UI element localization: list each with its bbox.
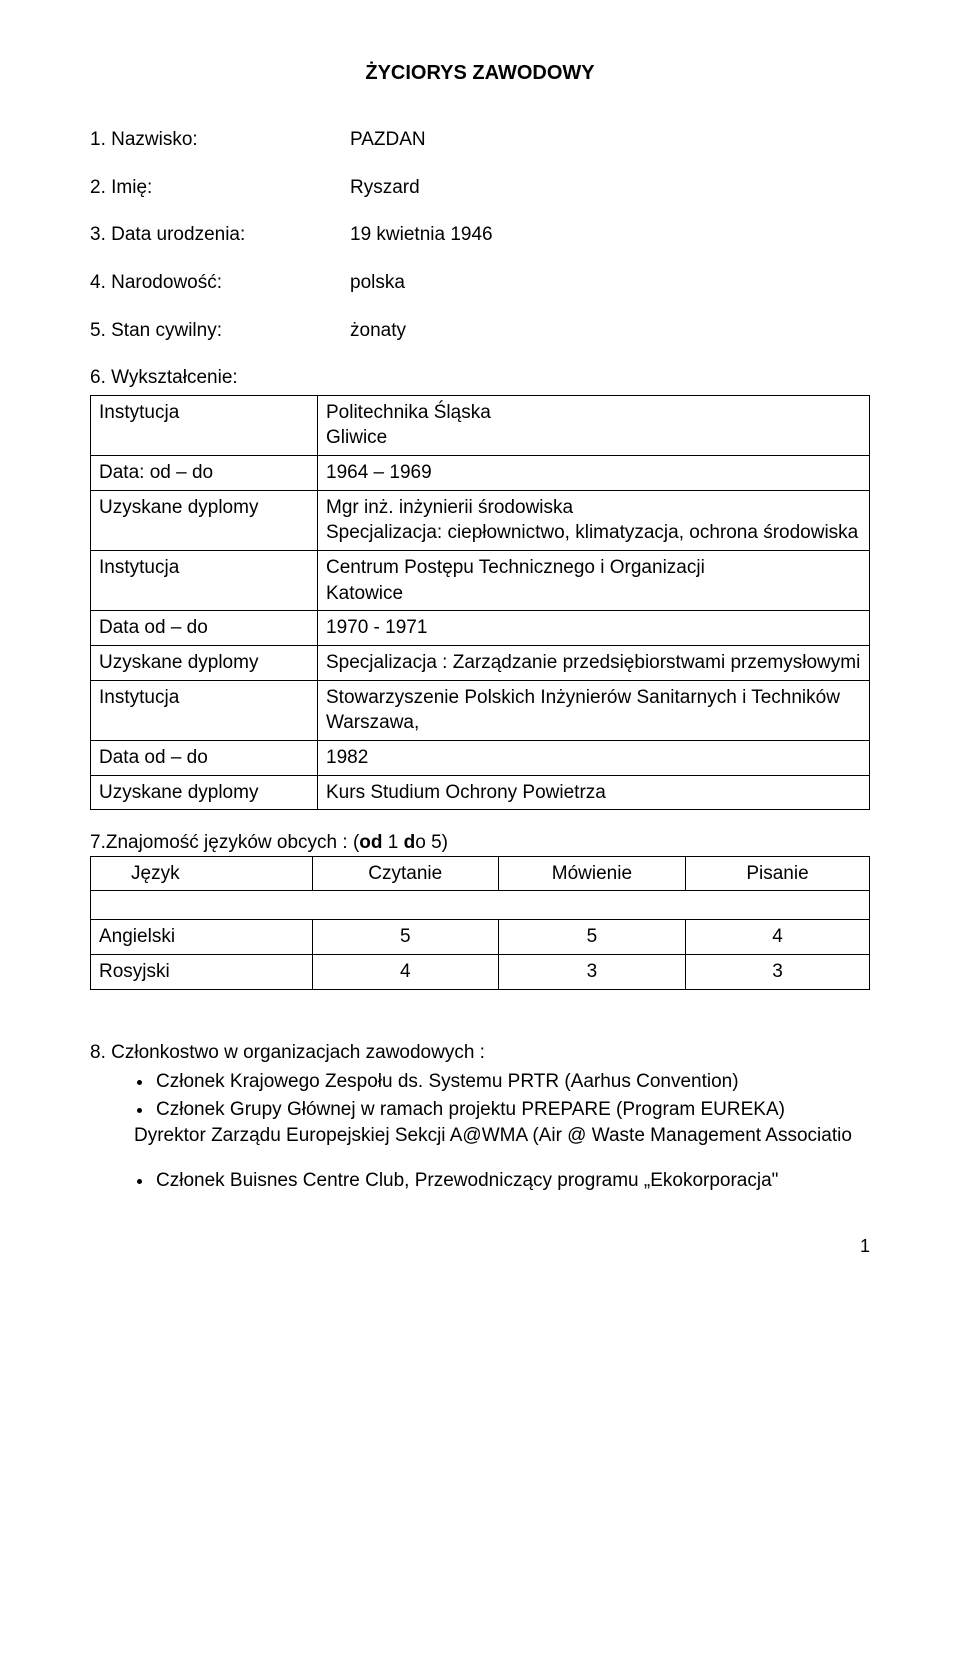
edu-label-diplomas: Uzyskane dyplomy	[91, 775, 318, 810]
lang-write-1: 3	[686, 955, 870, 990]
value-marital: żonaty	[350, 318, 870, 344]
lang-name-1: Rosyjski	[91, 955, 313, 990]
edu-label-diplomas: Uzyskane dyplomy	[91, 490, 318, 550]
table-row: Instytucja Politechnika Śląska Gliwice	[91, 395, 870, 455]
edu-label-institution: Instytucja	[91, 551, 318, 611]
field-marital: 5. Stan cywilny: żonaty	[90, 318, 870, 344]
lang-header-read: Czytanie	[312, 856, 498, 891]
org-plain-text: Dyrektor Zarządu Europejskiej Sekcji A@W…	[134, 1123, 870, 1149]
table-row	[91, 891, 870, 920]
lang-speak-1: 3	[498, 955, 685, 990]
table-row: Data: od – do 1964 – 1969	[91, 456, 870, 491]
table-row: Instytucja Centrum Postępu Technicznego …	[91, 551, 870, 611]
org-heading: 8. Członkostwo w organizacjach zawodowyc…	[90, 1040, 870, 1066]
lang-header-write: Pisanie	[686, 856, 870, 891]
field-surname: 1. Nazwisko: PAZDAN	[90, 127, 870, 153]
field-dob: 3. Data urodzenia: 19 kwietnia 1946	[90, 222, 870, 248]
edu-diplomas-0: Mgr inż. inżynierii środowiska Specjaliz…	[318, 490, 870, 550]
edu-label-institution: Instytucja	[91, 680, 318, 740]
label-surname: 1. Nazwisko:	[90, 127, 350, 153]
table-row: Rosyjski 4 3 3	[91, 955, 870, 990]
label-firstname: 2. Imię:	[90, 175, 350, 201]
org-list-2: Członek Buisnes Centre Club, Przewodnicz…	[90, 1168, 870, 1194]
edu-label-dates: Data: od – do	[91, 456, 318, 491]
lang-speak-0: 5	[498, 920, 685, 955]
org-item-1-text: Członek Grupy Głównej w ramach projektu …	[156, 1099, 785, 1120]
lang-header-speak: Mówienie	[498, 856, 685, 891]
edu-diplomas-2: Kurs Studium Ochrony Powietrza	[318, 775, 870, 810]
label-marital: 5. Stan cywilny:	[90, 318, 350, 344]
value-firstname: Ryszard	[350, 175, 870, 201]
edu-diplomas-1: Specjalizacja : Zarządzanie przedsiębior…	[318, 645, 870, 680]
edu-label-diplomas: Uzyskane dyplomy	[91, 645, 318, 680]
label-education: 6. Wykształcenie:	[90, 365, 870, 391]
field-firstname: 2. Imię: Ryszard	[90, 175, 870, 201]
edu-institution-2: Stowarzyszenie Polskich Inżynierów Sanit…	[318, 680, 870, 740]
lang-heading-b2: d	[404, 832, 416, 853]
list-item: Członek Grupy Głównej w ramach projektu …	[154, 1097, 870, 1148]
table-row: Język Czytanie Mówienie Pisanie	[91, 856, 870, 891]
edu-label-dates: Data od – do	[91, 611, 318, 646]
doc-title: ŻYCIORYS ZAWODOWY	[90, 60, 870, 87]
value-surname: PAZDAN	[350, 127, 870, 153]
list-item: Członek Buisnes Centre Club, Przewodnicz…	[154, 1168, 870, 1194]
page-number: 1	[90, 1234, 870, 1258]
lang-read-0: 5	[312, 920, 498, 955]
edu-dates-0: 1964 – 1969	[318, 456, 870, 491]
table-row: Angielski 5 5 4	[91, 920, 870, 955]
education-table: Instytucja Politechnika Śląska Gliwice D…	[90, 395, 870, 810]
table-row: Instytucja Stowarzyszenie Polskich Inżyn…	[91, 680, 870, 740]
table-row: Data od – do 1970 - 1971	[91, 611, 870, 646]
org-section: 8. Członkostwo w organizacjach zawodowyc…	[90, 1040, 870, 1194]
value-nationality: polska	[350, 270, 870, 296]
table-row: Uzyskane dyplomy Kurs Studium Ochrony Po…	[91, 775, 870, 810]
edu-dates-2: 1982	[318, 740, 870, 775]
edu-institution-1: Centrum Postępu Technicznego i Organizac…	[318, 551, 870, 611]
lang-heading: 7.Znajomość języków obcych : (od 1 do 5)	[90, 830, 870, 856]
lang-heading-suffix: o 5)	[415, 832, 448, 853]
list-item: Członek Krajowego Zespołu ds. Systemu PR…	[154, 1069, 870, 1095]
table-row: Data od – do 1982	[91, 740, 870, 775]
label-nationality: 4. Narodowość:	[90, 270, 350, 296]
field-nationality: 4. Narodowość: polska	[90, 270, 870, 296]
edu-label-institution: Instytucja	[91, 395, 318, 455]
edu-dates-1: 1970 - 1971	[318, 611, 870, 646]
lang-heading-b1: od	[359, 832, 382, 853]
org-list-1: Członek Krajowego Zespołu ds. Systemu PR…	[90, 1069, 870, 1148]
lang-header-lang: Język	[91, 856, 313, 891]
edu-institution-0: Politechnika Śląska Gliwice	[318, 395, 870, 455]
lang-heading-prefix: 7.Znajomość języków obcych : (	[90, 832, 359, 853]
table-row: Uzyskane dyplomy Specjalizacja : Zarządz…	[91, 645, 870, 680]
lang-heading-mid: 1	[382, 832, 403, 853]
value-dob: 19 kwietnia 1946	[350, 222, 870, 248]
lang-table: Język Czytanie Mówienie Pisanie Angielsk…	[90, 856, 870, 990]
edu-label-dates: Data od – do	[91, 740, 318, 775]
lang-read-1: 4	[312, 955, 498, 990]
lang-write-0: 4	[686, 920, 870, 955]
table-row: Uzyskane dyplomy Mgr inż. inżynierii śro…	[91, 490, 870, 550]
label-dob: 3. Data urodzenia:	[90, 222, 350, 248]
lang-name-0: Angielski	[91, 920, 313, 955]
